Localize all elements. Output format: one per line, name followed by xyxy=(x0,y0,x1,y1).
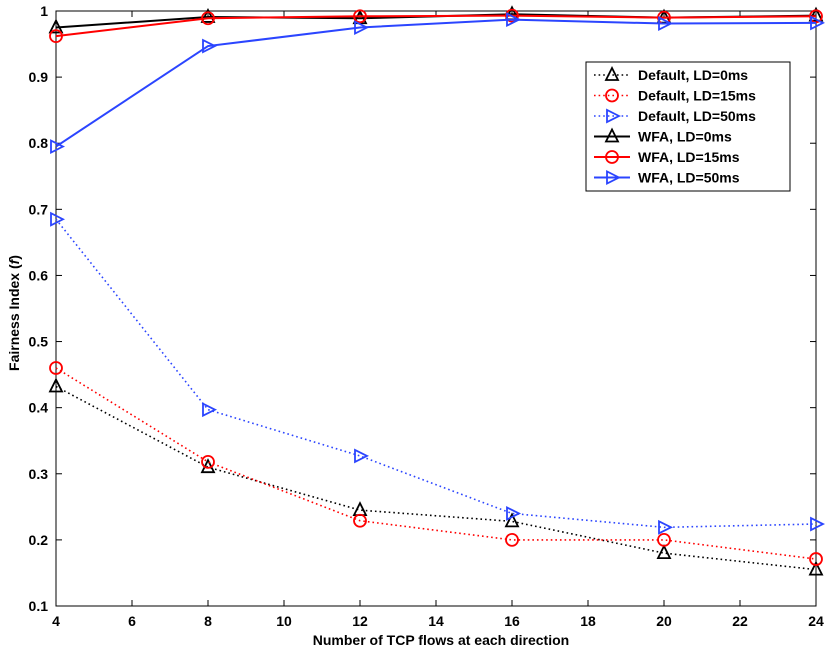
x-tick-label: 20 xyxy=(656,613,672,629)
data-point xyxy=(200,7,216,23)
data-point xyxy=(352,501,368,517)
data-point xyxy=(810,15,826,31)
legend-marker xyxy=(606,170,622,185)
legend-label: WFA, LD=0ms xyxy=(638,129,732,145)
y-tick-label: 0.8 xyxy=(29,135,49,151)
data-point xyxy=(202,38,218,54)
legend-marker xyxy=(605,88,619,103)
data-point xyxy=(49,29,63,44)
y-tick-label: 0.5 xyxy=(29,334,49,350)
series-2 xyxy=(50,211,826,535)
data-point xyxy=(49,361,63,375)
data-point xyxy=(658,16,674,32)
legend-marker xyxy=(606,108,622,124)
data-point xyxy=(48,18,64,34)
legend-label: WFA, LD=15ms xyxy=(638,149,740,165)
series-line xyxy=(55,218,817,529)
legend-label: Default, LD=15ms xyxy=(638,88,756,104)
legend-label: Default, LD=50ms xyxy=(638,108,756,124)
data-point xyxy=(202,402,218,418)
data-point xyxy=(201,454,215,469)
legend-marker xyxy=(604,127,620,143)
y-axis-title-variable: f xyxy=(6,258,22,264)
legend-box xyxy=(585,61,791,192)
data-point xyxy=(506,505,522,521)
legend-item: Default, LD=0ms xyxy=(594,65,748,83)
data-point xyxy=(354,448,370,464)
data-point xyxy=(50,139,66,154)
legend-item: WFA, LD=0ms xyxy=(594,127,732,145)
data-point xyxy=(658,519,674,535)
data-point xyxy=(809,552,823,566)
y-tick-label: 0.9 xyxy=(29,69,49,85)
y-tick-label: 0.3 xyxy=(29,466,49,482)
legend-item: WFA, LD=50ms xyxy=(594,170,740,186)
x-axis-title: Number of TCP flows at each direction xyxy=(313,632,569,648)
data-point xyxy=(354,20,370,35)
data-point xyxy=(506,12,522,28)
series-1 xyxy=(49,361,823,566)
series-line xyxy=(55,385,817,571)
y-axis-title: Fairness Index (f) xyxy=(6,255,22,371)
y-axis-title-suffix: ) xyxy=(6,255,22,260)
x-tick-label: 12 xyxy=(352,613,368,629)
x-tick-label: 16 xyxy=(504,613,520,629)
data-point xyxy=(201,11,215,26)
x-tick-label: 22 xyxy=(732,613,748,629)
series-line xyxy=(55,367,817,560)
data-point xyxy=(504,512,520,528)
data-point xyxy=(656,544,672,560)
y-tick-label: 0.7 xyxy=(29,201,49,217)
x-tick-label: 4 xyxy=(52,613,60,629)
y-tick-label: 0.6 xyxy=(29,267,49,283)
data-point xyxy=(505,8,519,23)
data-point xyxy=(657,532,671,547)
data-point xyxy=(505,532,519,547)
data-point xyxy=(808,560,824,576)
series-0 xyxy=(48,377,824,576)
x-tick-label: 10 xyxy=(276,613,292,629)
data-point xyxy=(50,211,66,227)
legend-item: Default, LD=15ms xyxy=(594,88,756,104)
series-layer xyxy=(48,5,826,576)
data-point xyxy=(810,516,826,532)
series-5 xyxy=(50,12,826,154)
data-point xyxy=(353,9,367,24)
data-point xyxy=(48,377,64,393)
y-axis-title-prefix: Fairness Index ( xyxy=(6,264,22,371)
data-point xyxy=(809,9,823,24)
series-line xyxy=(55,18,817,148)
legend-item: WFA, LD=15ms xyxy=(594,149,740,165)
y-tick-label: 1 xyxy=(40,3,48,19)
legend-marker xyxy=(605,150,619,164)
legend-label: Default, LD=0ms xyxy=(638,67,748,83)
legend-item: Default, LD=50ms xyxy=(594,108,756,124)
series-line xyxy=(55,14,817,38)
y-tick-label: 0.4 xyxy=(29,400,49,416)
x-tick-label: 8 xyxy=(204,613,212,629)
x-tick-label: 14 xyxy=(428,613,444,629)
legend-label: WFA, LD=50ms xyxy=(638,170,740,186)
x-tick-label: 6 xyxy=(128,613,136,629)
data-point xyxy=(808,6,824,22)
legend: Default, LD=0ms Default, LD=15ms Default, … xyxy=(585,61,791,192)
legend-marker xyxy=(604,65,620,81)
y-tick-label: 0.1 xyxy=(29,598,49,614)
x-tick-label: 18 xyxy=(580,613,596,629)
y-tick-label: 0.2 xyxy=(29,532,49,548)
data-point xyxy=(353,513,367,528)
x-tick-label: 24 xyxy=(808,613,824,629)
axes: 4 6 8 10 12 14 16 18 20 22 24 0.1 0.2 0.3 0.4 0.5 0.6 0.7… xyxy=(29,3,824,629)
